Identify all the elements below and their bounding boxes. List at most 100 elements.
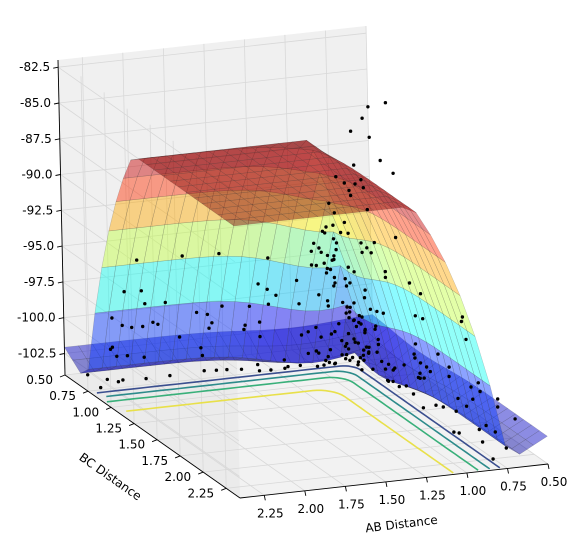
surface-facet (355, 312, 379, 376)
trajectory-point (242, 327, 246, 332)
surface-facet (158, 303, 180, 362)
trajectory-point (312, 241, 316, 245)
surface-facet (251, 157, 275, 166)
surface-facet (115, 176, 138, 202)
surface-facet (335, 176, 359, 209)
surface-facet (397, 228, 421, 269)
surface-facet (94, 265, 117, 314)
surface-facet (157, 171, 180, 198)
trajectory-point (266, 256, 270, 260)
surface-facet (283, 179, 307, 188)
trajectory-point (297, 302, 301, 306)
surface-facet (282, 344, 306, 364)
surface-facet (330, 156, 353, 169)
surface-facet (269, 181, 293, 189)
surface-facet (249, 144, 274, 153)
trajectory-point (342, 181, 346, 185)
surface-facet (259, 163, 283, 171)
grid-line (60, 140, 369, 175)
surface-facet (398, 346, 421, 366)
surface-facet (186, 150, 209, 155)
surface-facet (237, 204, 261, 212)
trajectory-point (346, 231, 350, 235)
surface-facet (225, 218, 249, 227)
surface-facet (279, 199, 303, 208)
surface-facet (213, 219, 236, 257)
trajectory-point (202, 369, 206, 373)
trajectory-point (366, 105, 370, 109)
trajectory-point (363, 327, 367, 332)
trajectory-point (325, 266, 329, 271)
surface-facet (269, 223, 292, 264)
grid-line (80, 76, 89, 392)
surface-facet (379, 201, 403, 210)
surface-facet (348, 237, 373, 280)
ab-axis-line (239, 463, 549, 499)
trajectory-point (328, 348, 333, 352)
surface-facet (192, 357, 215, 362)
trajectory-point (375, 309, 379, 314)
trajectory-point (496, 405, 500, 409)
trajectory-point (331, 237, 336, 241)
grid-line (62, 247, 371, 283)
surface-facet (143, 173, 166, 199)
trajectory-point (322, 261, 326, 265)
trajectory-point (478, 389, 482, 394)
surface-facet (227, 219, 250, 257)
bc-tick-label: 2.00 (164, 470, 191, 484)
surface-facet (295, 210, 319, 219)
trajectory-point (383, 269, 387, 274)
surface-facet (231, 166, 255, 174)
trajectory-point (464, 337, 468, 342)
surface-facet (285, 192, 309, 201)
trajectory-point (413, 342, 418, 346)
trajectory-point (199, 346, 203, 350)
trajectory-point (348, 358, 352, 362)
trajectory-point (207, 326, 211, 330)
contour-line (96, 365, 501, 469)
trajectory-point (348, 281, 352, 285)
surface-facet (215, 200, 239, 208)
trajectory-point (257, 369, 262, 373)
surface-facet (161, 173, 185, 182)
trajectory-point (314, 263, 318, 268)
trajectory-point (361, 353, 366, 357)
surface-facet (493, 408, 516, 424)
surface-facet (249, 147, 272, 167)
trajectory-point (120, 323, 124, 328)
surface-facet (450, 357, 475, 425)
trajectory-point (168, 373, 172, 378)
surface-facet (465, 418, 489, 432)
surface-facet (201, 156, 225, 165)
surface-facet (262, 360, 285, 363)
surface-facet (426, 302, 451, 359)
surface-facet (165, 153, 190, 162)
trajectory-point (374, 324, 378, 328)
surface-facet (256, 143, 279, 148)
ab-tick-mark (425, 477, 428, 483)
surface-facet (220, 148, 244, 169)
trajectory-point (141, 324, 145, 329)
surface-facet (192, 191, 215, 223)
surface-facet (442, 352, 467, 419)
trajectory-point (397, 384, 401, 389)
trajectory-point (180, 254, 184, 258)
surface-facet (248, 358, 271, 362)
grid-line (64, 319, 373, 354)
trajectory-point (363, 331, 367, 335)
surface-facet (297, 229, 320, 269)
surface-facet (231, 211, 255, 220)
surface-facet (418, 389, 441, 401)
surface-facet (181, 165, 205, 173)
trajectory-point (471, 397, 475, 401)
grid-line (87, 356, 397, 392)
trajectory-point (413, 314, 417, 318)
x-axis-label: AB Distance (365, 513, 439, 536)
surface-facet (227, 166, 250, 191)
surface-facet (477, 396, 501, 412)
surface-facet (333, 231, 357, 277)
surface-facet (297, 178, 321, 186)
surface-facet (220, 189, 243, 221)
surface-facet (457, 363, 482, 430)
grid-line (58, 32, 367, 68)
